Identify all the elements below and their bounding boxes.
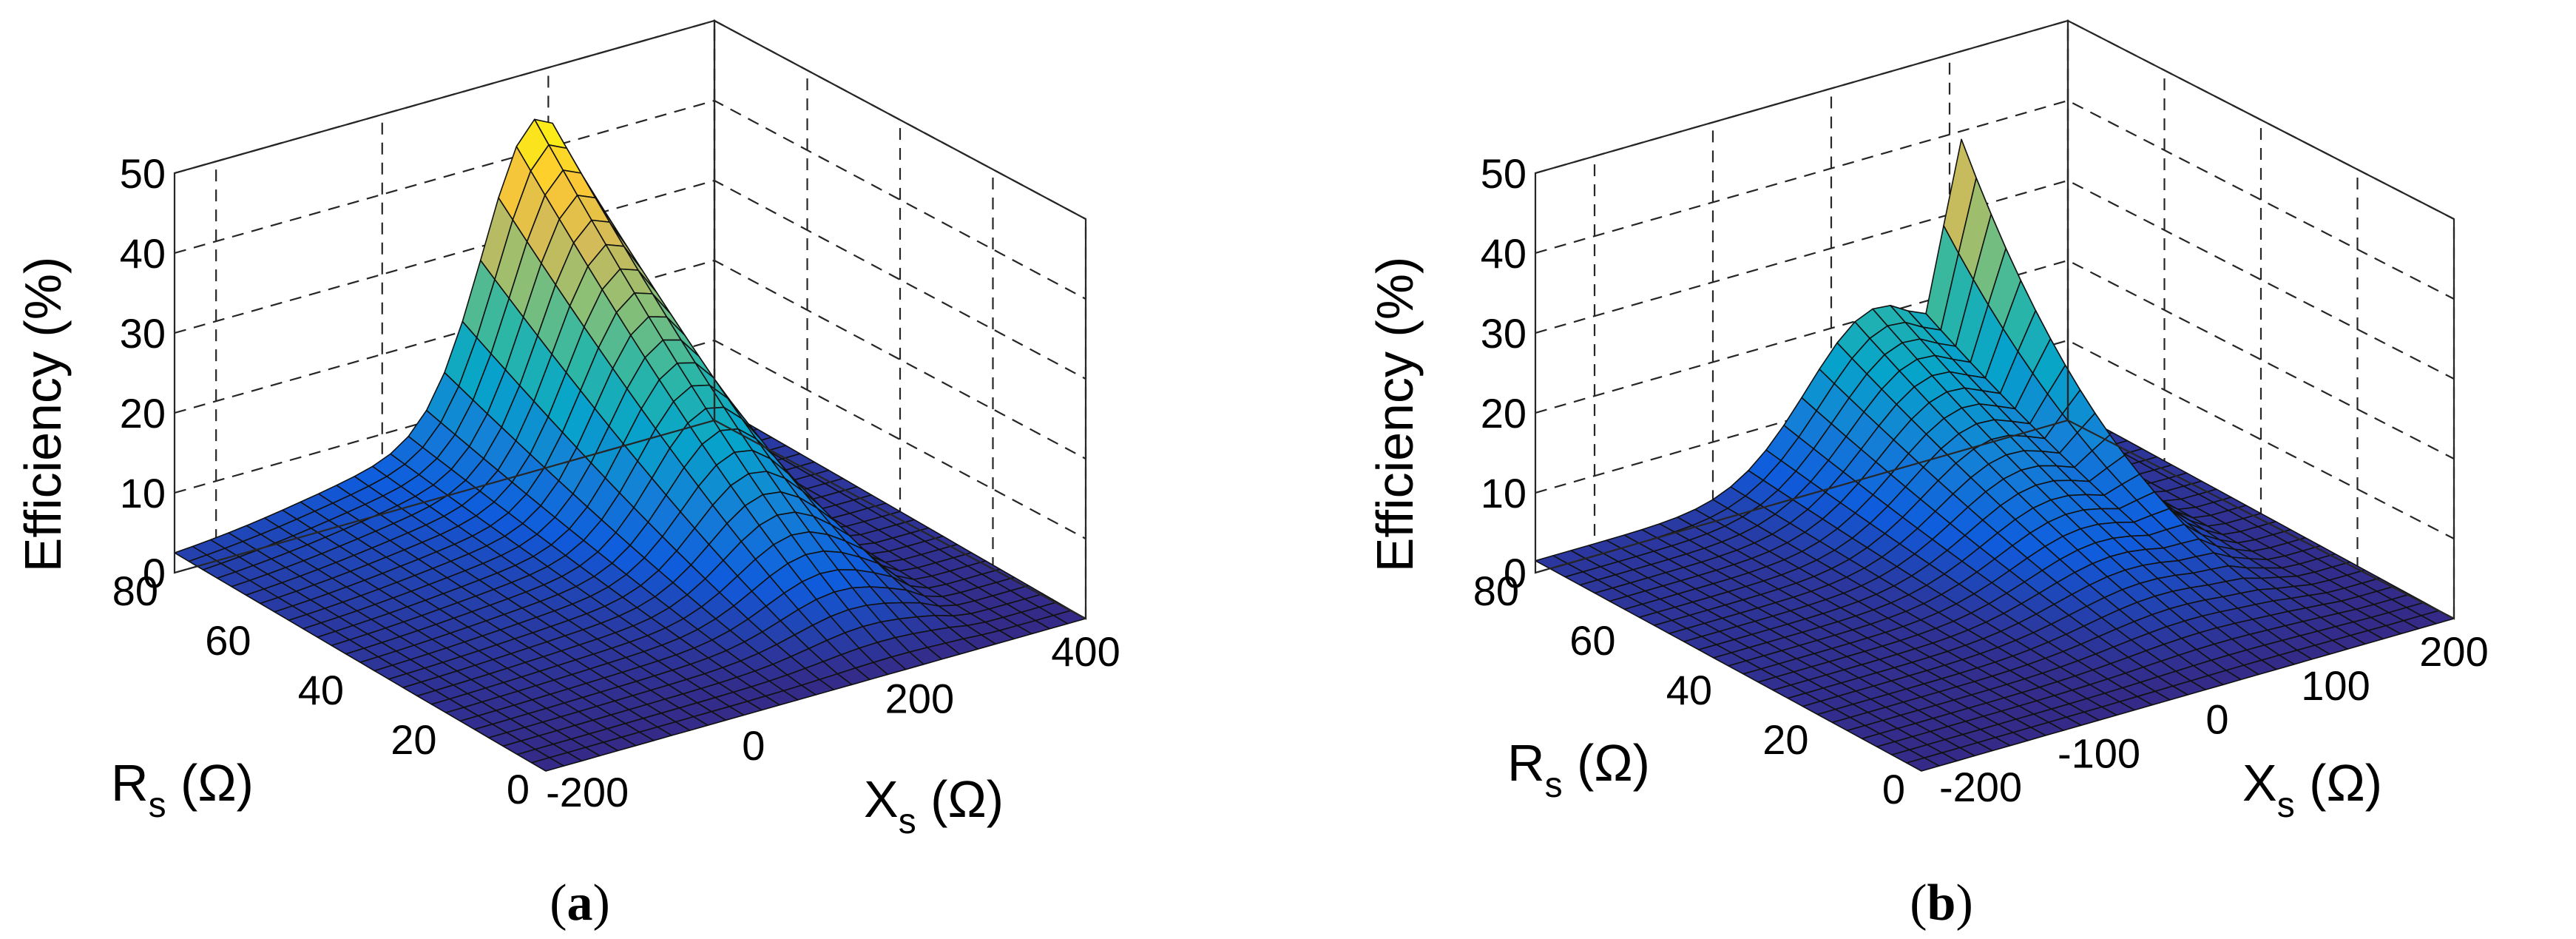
rs-tick-label: 40 (1666, 667, 1712, 713)
panel-a-caption-letter: a (567, 875, 593, 932)
z-tick-label: 0 (1504, 550, 1527, 596)
chart-b-frame (1534, 19, 2455, 620)
chart-b-xs-tick-labels: -200 -100 0 100 200 (1939, 628, 2489, 810)
chart-a-z-axis-label: Efficiency (%) (14, 257, 72, 573)
rs-tick-label: 60 (205, 617, 251, 664)
xs-tick-label: -200 (1939, 764, 2022, 810)
z-gridline (1535, 259, 2455, 460)
z-tick-label: 20 (1481, 390, 1527, 437)
rs-tick-label: 0 (507, 766, 530, 812)
chart-a-xs-axis-unit: (Ω) (916, 770, 1004, 828)
panel-a-caption-close: ) (593, 875, 610, 932)
chart-a-surface (174, 118, 1086, 772)
chart-a-frame (173, 19, 1087, 620)
z-tick-label: 0 (143, 550, 166, 596)
z-gridline (1535, 99, 2455, 300)
surface-patch (530, 757, 565, 772)
back-wall-xs (713, 19, 1087, 620)
xs-tick-label: 100 (2301, 662, 2370, 709)
z-tick-label: 10 (1481, 470, 1527, 516)
chart-a-rs-axis-subscript: s (149, 786, 166, 825)
panel-a-caption: (a) (550, 875, 610, 932)
z-tick-label: 20 (120, 390, 166, 437)
xs-tick-label: 0 (742, 722, 765, 769)
chart-b-xs-axis-subscript: s (2277, 786, 2295, 825)
xs-tick-label: 400 (1051, 628, 1120, 675)
chart-a-rs-axis-unit: (Ω) (166, 754, 254, 812)
chart-b-xs-axis-unit: (Ω) (2295, 754, 2382, 812)
panel-b-caption-letter: b (1927, 875, 1956, 932)
panel-b-caption-close: ) (1955, 875, 1972, 932)
xs-tick-label: 200 (885, 675, 954, 721)
panel-b-caption: (b) (1910, 875, 1973, 932)
z-tick-label: 10 (120, 470, 166, 516)
chart-a-xs-axis-label: Xs (Ω) (864, 770, 1004, 841)
chart-b-rs-tick-labels: 0 20 40 60 80 (1473, 568, 1905, 812)
rs-tick-label: 60 (1569, 617, 1615, 664)
rs-tick-label: 20 (1762, 716, 1808, 763)
xs-tick-label: 200 (2419, 628, 2488, 675)
z-tick-label: 30 (1481, 310, 1527, 357)
z-tick-label: 40 (120, 230, 166, 277)
rs-tick-label: 20 (391, 716, 436, 763)
xs-tick-label: -100 (2058, 730, 2140, 776)
z-gridline (1535, 179, 2455, 380)
panel-b-caption-open: ( (1910, 875, 1927, 932)
chart-b-rs-axis-label: Rs (Ω) (1507, 734, 1650, 805)
rs-tick-label: 80 (112, 568, 158, 614)
chart-a-rs-axis-label: Rs (Ω) (111, 754, 254, 825)
chart-a-xs-tick-labels: -200 0 200 400 (546, 628, 1120, 815)
chart-a-xs-axis-subscript: s (899, 802, 916, 841)
xs-tick-label: -200 (546, 769, 629, 815)
chart-b-xs-axis-label: Xs (Ω) (2242, 754, 2382, 825)
chart-b-surface (1535, 138, 2455, 772)
chart-b-rs-axis-main: R (1507, 734, 1545, 792)
z-tick-label: 40 (1481, 230, 1527, 277)
rs-tick-label: 80 (1473, 568, 1519, 614)
chart-a-xs-axis-main: X (864, 770, 899, 828)
chart-b-xs-axis-main: X (2242, 754, 2277, 812)
surface-chart-a: 0 10 20 30 40 50 0 20 40 60 80 -200 0 200 400 Effici… (14, 19, 1120, 932)
panel-a-caption-open: ( (550, 875, 567, 932)
chart-b-z-tick-labels: 0 10 20 30 40 50 (1481, 150, 1527, 596)
xs-tick-label: 0 (2205, 696, 2228, 743)
chart-b-rs-axis-subscript: s (1545, 766, 1563, 805)
surface-chart-b: 0 10 20 30 40 50 0 20 40 60 80 -200 -100 0 100 200 Ef… (1366, 19, 2489, 932)
chart-a-rs-axis-main: R (111, 754, 149, 812)
chart-b-rs-axis-unit: (Ω) (1563, 734, 1650, 792)
z-tick-label: 50 (1481, 150, 1527, 197)
rs-tick-label: 0 (1882, 766, 1905, 812)
chart-a-rs-tick-labels: 0 20 40 60 80 (112, 568, 530, 812)
z-tick-label: 30 (120, 310, 166, 357)
chart-a-z-tick-labels: 0 10 20 30 40 50 (120, 150, 166, 596)
surface-patch (1906, 757, 1940, 772)
chart-b-z-axis-label: Efficiency (%) (1366, 257, 1424, 573)
z-tick-label: 50 (120, 150, 166, 197)
back-wall-xs (2066, 19, 2455, 620)
rs-tick-label: 40 (298, 667, 344, 713)
